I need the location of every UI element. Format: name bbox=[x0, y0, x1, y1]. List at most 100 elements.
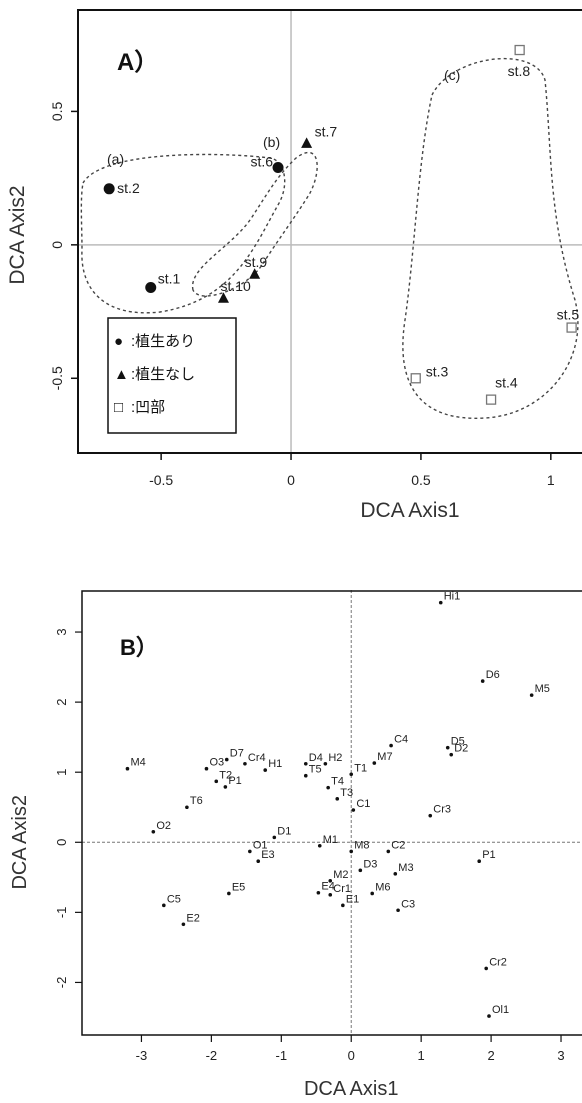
species-t6-22-label: T6 bbox=[190, 795, 203, 807]
species-o1-25-point bbox=[248, 849, 252, 854]
species-c5-40-label: C5 bbox=[167, 893, 181, 905]
y-axis-label: DCA Axis2 bbox=[9, 795, 31, 889]
y-tick-label: -0.5 bbox=[49, 366, 65, 390]
species-c4-13-point bbox=[389, 743, 393, 748]
point-st-9 bbox=[249, 268, 261, 279]
y-tick-label: 2 bbox=[54, 699, 69, 706]
x-tick-label: -0.5 bbox=[149, 472, 173, 488]
species-c2-29-point bbox=[386, 849, 391, 854]
species-cr2-42-point bbox=[484, 966, 488, 971]
species-e3-27-label: E3 bbox=[261, 849, 274, 861]
species-e5-33-label: E5 bbox=[232, 881, 245, 893]
y-tick-label: 0 bbox=[54, 839, 69, 846]
species-e3-27-point bbox=[256, 859, 261, 864]
species-m7-14-point bbox=[372, 761, 377, 765]
species-e1-38-label: E1 bbox=[346, 893, 359, 905]
y-tick-label: -2 bbox=[54, 977, 69, 989]
species-cr1-36-label: Cr1 bbox=[333, 883, 351, 895]
point-label-st-10: st.10 bbox=[220, 278, 251, 294]
cluster-c-label: (c) bbox=[444, 67, 460, 83]
species-d1-24-label: D1 bbox=[277, 825, 291, 837]
species-m4-3-label: M4 bbox=[130, 757, 145, 769]
species-e2-41-label: E2 bbox=[186, 912, 199, 924]
species-c1-18-point bbox=[351, 808, 356, 812]
species-m3-31-point bbox=[393, 872, 398, 876]
species-d4-10-point bbox=[303, 761, 308, 766]
species-o2-23-label: O2 bbox=[156, 820, 171, 832]
y-tick-label: 0 bbox=[49, 241, 65, 249]
point-st-4 bbox=[485, 394, 497, 405]
x-tick-label: 0.5 bbox=[411, 472, 431, 488]
species-d6-1-point bbox=[480, 679, 485, 683]
point-st-8 bbox=[514, 44, 525, 56]
species-cr2-42-label: Cr2 bbox=[489, 956, 507, 968]
species-d6-1-label: D6 bbox=[486, 669, 500, 681]
y-axis-label: DCA Axis2 bbox=[6, 185, 29, 284]
point-label-st-4: st.4 bbox=[495, 375, 518, 391]
species-d3-30-point bbox=[358, 868, 363, 873]
species-cr4-6-label: Cr4 bbox=[248, 752, 266, 764]
x-tick-label: -1 bbox=[276, 1048, 288, 1063]
species-m8-28-label: M8 bbox=[354, 839, 369, 851]
chart-a: -0.5 0 0.5 1 -0.5 0 0.5 (a) (b) (c) A） ●:植生あり▲… bbox=[6, 9, 582, 522]
species-c3-39-label: C3 bbox=[401, 898, 415, 910]
species-ol1-43-point bbox=[487, 1014, 491, 1018]
species-d2-20-label: D2 bbox=[454, 743, 468, 755]
species-e1-38-point bbox=[341, 903, 345, 908]
species-c1-18-label: C1 bbox=[356, 798, 370, 810]
species-c4-13-label: C4 bbox=[394, 734, 408, 746]
species-d3-30-label: D3 bbox=[363, 858, 377, 870]
point-st-2 bbox=[103, 183, 115, 195]
species-m7-14-label: M7 bbox=[377, 751, 392, 763]
x-tick-label: -3 bbox=[136, 1048, 148, 1063]
point-label-st-3: st.3 bbox=[426, 363, 449, 379]
species-t4-16-label: T4 bbox=[331, 776, 344, 788]
species-m8-28-point bbox=[349, 849, 354, 854]
species-h2-11-label: H2 bbox=[328, 752, 342, 764]
legend-box bbox=[107, 317, 237, 434]
x-tick-label: 3 bbox=[557, 1048, 564, 1063]
species-cr1-36-point bbox=[328, 893, 333, 897]
species-c3-39-point bbox=[396, 908, 400, 913]
species-e5-33-point bbox=[227, 891, 231, 896]
y-tick-label: 1 bbox=[54, 769, 69, 776]
legend-unvegetated-symbol: ▲ bbox=[114, 366, 129, 383]
species-d7-4-point bbox=[224, 757, 229, 762]
plot-border bbox=[81, 590, 582, 1036]
plot-frame: -3 -2 -1 0 1 2 3 -2 -1 0 1 2 3 bbox=[54, 590, 582, 1063]
plot-border bbox=[77, 9, 582, 454]
species-p1-9-label: P1 bbox=[228, 775, 241, 787]
legend-vegetated-text: :植生あり bbox=[131, 333, 195, 350]
x-axis-label: DCA Axis1 bbox=[360, 499, 459, 522]
cluster-a-outline bbox=[80, 153, 286, 314]
species-o3-5-point bbox=[204, 766, 209, 771]
species-p1-32-point bbox=[477, 859, 482, 864]
species-cr4-6-point bbox=[243, 761, 247, 766]
x-tick-label: 0 bbox=[348, 1048, 355, 1063]
species-e2-41-point bbox=[181, 922, 186, 927]
panel-a-label: A） bbox=[117, 49, 158, 76]
x-axis-label: DCA Axis1 bbox=[304, 1078, 398, 1100]
species-o1-25-label: O1 bbox=[253, 839, 268, 851]
species-m3-31-label: M3 bbox=[398, 862, 413, 874]
species-d1-24-point bbox=[272, 835, 277, 840]
species-o2-23-point bbox=[151, 829, 156, 834]
species-t3-17-point bbox=[335, 797, 340, 801]
point-st-10 bbox=[217, 292, 229, 303]
species-t6-22-point bbox=[185, 805, 189, 810]
species-m6-37-point bbox=[370, 891, 375, 896]
y-tick-label: 0.5 bbox=[49, 101, 65, 121]
species-hi1-0-point bbox=[438, 600, 443, 605]
species-ol1-43-label: Ol1 bbox=[492, 1004, 509, 1016]
species-p1-9-point bbox=[223, 785, 228, 789]
point-st-3 bbox=[410, 373, 421, 384]
point-label-st-9: st.9 bbox=[245, 254, 268, 270]
y-tick-label: -1 bbox=[54, 907, 69, 919]
cluster-a-label: (a) bbox=[107, 151, 124, 167]
species-t1-15-label: T1 bbox=[354, 762, 367, 774]
species-e4-35-point bbox=[316, 890, 321, 895]
point-st-1 bbox=[145, 282, 157, 294]
species-t2-8-label: T2 bbox=[219, 769, 232, 781]
